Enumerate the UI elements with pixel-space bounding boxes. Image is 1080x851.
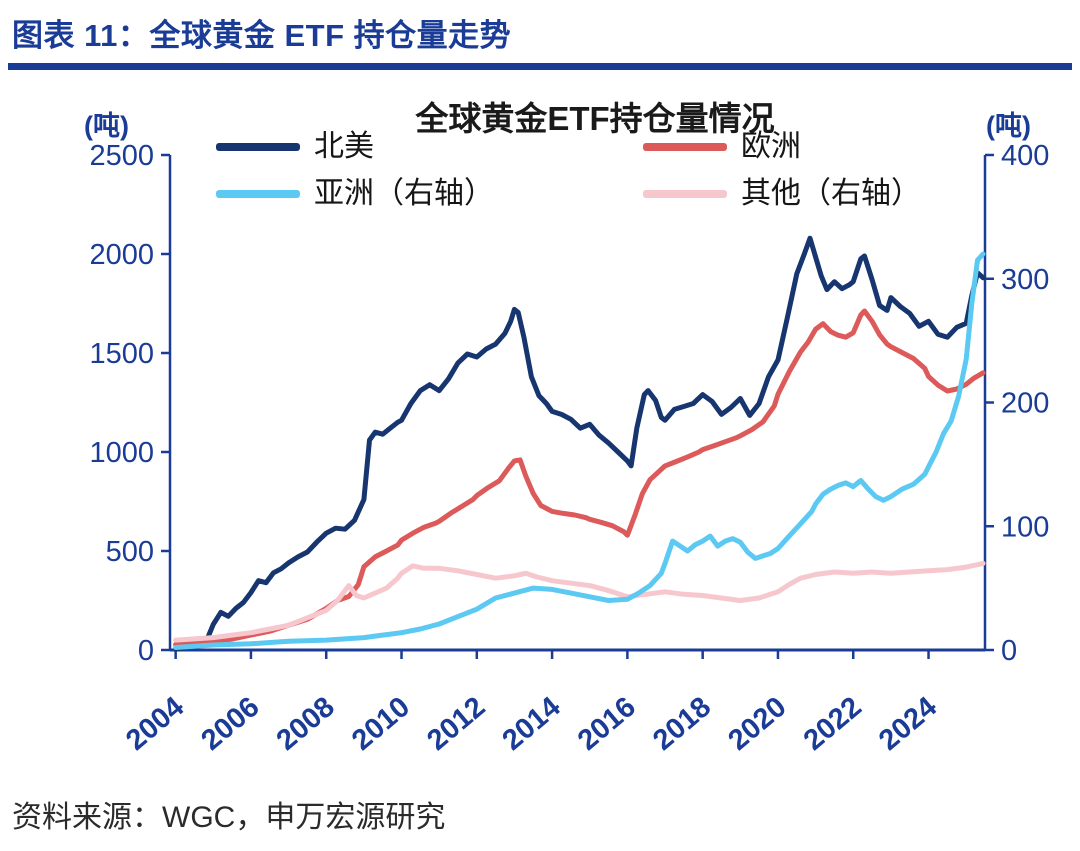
- y-tick-label-right: 200: [1001, 388, 1049, 420]
- legend-item-north-america: 北美: [216, 130, 643, 165]
- y-tick-label-left: 2000: [89, 239, 154, 271]
- y-tick-label-right: 100: [1001, 511, 1049, 543]
- x-tick-label: 2006: [195, 691, 265, 757]
- legend-label-europe: 欧洲: [741, 130, 801, 163]
- legend-label-others: 其他（右轴）: [741, 176, 921, 210]
- left-axis-unit: (吨): [84, 111, 129, 141]
- legend-swatch-north-america: [216, 143, 300, 152]
- series-line-others: [173, 560, 986, 643]
- x-tick-label: 2022: [798, 691, 868, 757]
- y-tick-label-left: 0: [138, 635, 154, 667]
- legend-label-asia: 亚洲（右轴）: [314, 176, 494, 210]
- legend-swatch-others: [643, 189, 727, 198]
- source-note: 资料来源：WGC，申万宏源研究: [12, 801, 446, 834]
- y-tick-label-right: 300: [1001, 264, 1049, 296]
- x-tick-label: 2010: [346, 691, 416, 757]
- series-line-north_america: [173, 235, 986, 652]
- legend-label-north-america: 北美: [314, 130, 374, 163]
- right-axis-unit: (吨): [986, 111, 1031, 141]
- legend-item-asia: 亚洲（右轴）: [216, 177, 643, 212]
- figure-title: 图表 11：全球黄金 ETF 持仓量走势: [12, 18, 512, 53]
- legend-swatch-europe: [643, 143, 727, 152]
- y-tick-label-right: 0: [1001, 635, 1017, 667]
- y-tick-label-left: 1000: [89, 437, 154, 469]
- x-tick-label: 2016: [572, 691, 642, 757]
- x-tick-label: 2018: [647, 691, 717, 757]
- series-line-asia: [173, 251, 986, 650]
- legend-item-others: 其他（右轴）: [643, 177, 976, 212]
- series-line-europe: [173, 308, 986, 647]
- legend-item-europe: 欧洲: [643, 130, 976, 165]
- legend: 北美 欧洲 亚洲（右轴） 其他（右轴）: [216, 130, 976, 211]
- x-tick-label: 2008: [271, 691, 341, 757]
- y-tick-label-left: 500: [106, 536, 154, 568]
- y-tick-label-left: 2500: [89, 140, 154, 172]
- legend-swatch-asia: [216, 189, 300, 198]
- x-tick-label: 2012: [421, 691, 491, 757]
- title-underline: [8, 63, 1072, 70]
- x-tick-label: 2014: [497, 691, 567, 757]
- x-tick-label: 2004: [120, 691, 190, 757]
- x-tick-label: 2020: [722, 691, 792, 757]
- y-tick-label-right: 400: [1001, 140, 1049, 172]
- figure-header: 图表 11：全球黄金 ETF 持仓量走势: [0, 0, 1080, 70]
- chart-title: 全球黄金ETF持仓量情况: [415, 100, 775, 137]
- y-tick-label-left: 1500: [89, 338, 154, 370]
- x-tick-label: 2024: [873, 691, 943, 757]
- chart-area: 0 500 1000 1500 2000 2500 0 100 200 300 400 2004 200…: [0, 70, 1080, 770]
